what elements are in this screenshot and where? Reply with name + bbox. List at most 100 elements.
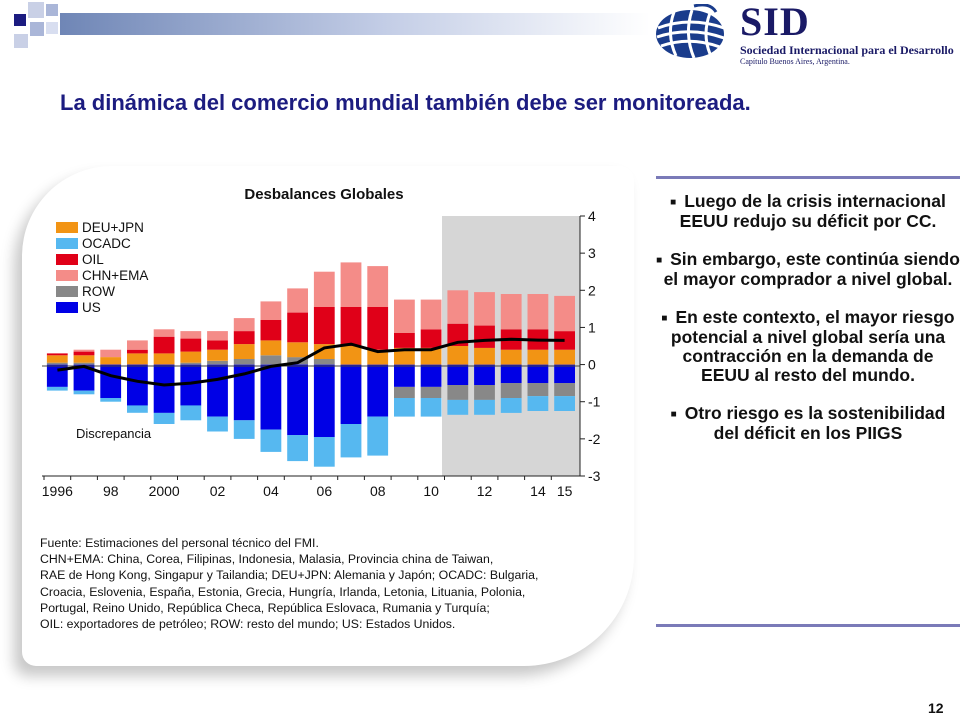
bar-segment-oil xyxy=(554,331,575,350)
bar-segment-ocadc xyxy=(447,399,469,415)
bar-segment-us xyxy=(500,364,522,384)
bullet-item: ■ Sin embargo, este continúa siendo el ma… xyxy=(656,249,960,289)
y-tick-label: -2 xyxy=(588,431,601,447)
bar-segment-us xyxy=(367,364,389,417)
bar-segment-chn-ema xyxy=(367,266,389,307)
bar-segment-deu-jpn xyxy=(260,340,282,356)
discrepancy-line xyxy=(57,337,565,387)
x-tick-label: 15 xyxy=(557,483,573,499)
bar-segment-us xyxy=(527,364,549,384)
logo-wordmark: SID xyxy=(740,0,810,44)
bar-segment-oil xyxy=(287,312,308,343)
bar-segment-chn-ema xyxy=(180,331,202,339)
bullet-item: ■ Otro riesgo es la sostenibilidad del dé… xyxy=(670,403,946,443)
x-tick-label: 98 xyxy=(103,483,119,499)
bar-segment-ocadc xyxy=(46,386,68,391)
legend-label: CHN+EMA xyxy=(82,268,148,283)
y-ticks: 4 3 2 1 0 -1 -2 -3 xyxy=(580,208,601,484)
bar-segment-chn-ema xyxy=(73,349,95,352)
bar-segment-deu-jpn xyxy=(127,353,148,365)
bar-segment-oil xyxy=(313,307,335,345)
bar-segment-ocadc xyxy=(287,435,308,462)
bar-segment-us xyxy=(420,364,442,387)
page-title: La dinámica del comercio mundial también… xyxy=(60,90,751,115)
x-tick-label: 08 xyxy=(370,483,386,499)
bar-segment-deu-jpn xyxy=(287,342,308,358)
bullet-list: ■ Luego de la crisis internacional EEUU r… xyxy=(656,176,960,443)
bar-segment-deu-jpn xyxy=(207,349,228,361)
bar-segment-chn-ema xyxy=(153,329,175,337)
source-note-line: Portugal, Reino Unido, República Checa, … xyxy=(40,600,490,615)
bar-segment-row xyxy=(73,362,95,365)
corner-square-decoration xyxy=(14,14,26,26)
bar-segment-chn-ema xyxy=(313,271,335,307)
bar-segment-chn-ema xyxy=(394,299,415,333)
x-tick-label: 10 xyxy=(423,483,439,499)
bar-segment-deu-jpn xyxy=(73,355,95,363)
bars-layer xyxy=(46,262,575,467)
legend-label: OCADC xyxy=(82,236,131,251)
x-tick-label: 12 xyxy=(477,483,493,499)
x-tick-label: 06 xyxy=(317,483,333,499)
bar-segment-row xyxy=(313,359,335,365)
bar-segment-ocadc xyxy=(394,398,415,417)
bar-segment-ocadc xyxy=(313,437,335,467)
y-tick-label: 1 xyxy=(588,319,596,335)
legend-swatch xyxy=(56,254,78,265)
bar-segment-us xyxy=(233,364,255,421)
bar-segment-us xyxy=(340,364,362,424)
square-bullet-icon: ■ xyxy=(656,255,663,266)
bar-segment-oil xyxy=(420,329,442,348)
bar-segment-oil xyxy=(207,340,228,350)
bar-segment-deu-jpn xyxy=(527,349,549,365)
bar-segment-row xyxy=(207,360,228,365)
bar-segment-us xyxy=(100,364,122,398)
bar-segment-row xyxy=(46,362,68,365)
bar-segment-oil xyxy=(340,307,362,346)
bar-segment-chn-ema xyxy=(527,294,549,330)
y-tick-label: 0 xyxy=(588,357,596,373)
legend-swatch xyxy=(56,238,78,249)
bar-segment-deu-jpn xyxy=(554,349,575,365)
bar-segment-us xyxy=(447,364,469,385)
bar-segment-chn-ema xyxy=(554,295,575,332)
bar-segment-us xyxy=(207,364,228,417)
bar-segment-chn-ema xyxy=(474,292,495,326)
x-ticks: 1996 98 2000 02 04 06 08 10 12 14 15 xyxy=(42,476,573,499)
bar-segment-chn-ema xyxy=(420,299,442,330)
bar-segment-row xyxy=(287,357,308,365)
bar-segment-oil xyxy=(447,323,469,346)
legend-label: ROW xyxy=(82,284,115,299)
bar-segment-us xyxy=(554,364,575,384)
legend-swatch xyxy=(56,302,78,313)
bar-segment-chn-ema xyxy=(287,288,308,313)
x-tick-label: 14 xyxy=(530,483,546,499)
bar-segment-us xyxy=(313,364,335,437)
bar-segment-us xyxy=(474,364,495,385)
bar-segment-row xyxy=(260,355,282,365)
bar-segment-row xyxy=(420,386,442,398)
bullet-item: ■ En este contexto, el mayor riesgo poten… xyxy=(661,307,955,385)
x-tick-label: 02 xyxy=(210,483,226,499)
bar-segment-us xyxy=(394,364,415,387)
source-note-line: Fuente: Estimaciones del personal técnic… xyxy=(40,536,319,550)
logo-chapter: Capítulo Buenos Aires, Argentina. xyxy=(740,57,850,66)
bullet-item: ■ Luego de la crisis internacional EEUU r… xyxy=(670,191,946,231)
bar-segment-deu-jpn xyxy=(180,351,202,363)
source-note-line: Croacia, Eslovenia, España, Estonia, Gre… xyxy=(40,584,526,599)
header-gradient-bar xyxy=(60,13,650,35)
sid-logo: SID Sociedad Internacional para el Desar… xyxy=(652,0,954,66)
bar-segment-ocadc xyxy=(180,405,202,421)
source-note-line: OIL: exportadores de petróleo; ROW: rest… xyxy=(40,617,456,632)
bar-segment-chn-ema xyxy=(233,318,255,332)
bar-segment-deu-jpn xyxy=(340,346,362,365)
corner-square-decoration xyxy=(46,22,58,34)
source-note-text: Fuente: Estimaciones del personal técnic… xyxy=(40,535,600,632)
bar-segment-us xyxy=(73,364,95,391)
bar-segment-us xyxy=(127,364,148,406)
y-tick-label: 4 xyxy=(588,208,596,224)
chart-panel: Desbalances Globales 4 3 2 1 0 -1 -2 -3 1996 98 2… xyxy=(22,166,634,666)
square-bullet-icon: ■ xyxy=(670,409,677,420)
bar-segment-row xyxy=(500,383,522,398)
bar-segment-deu-jpn xyxy=(153,353,175,365)
